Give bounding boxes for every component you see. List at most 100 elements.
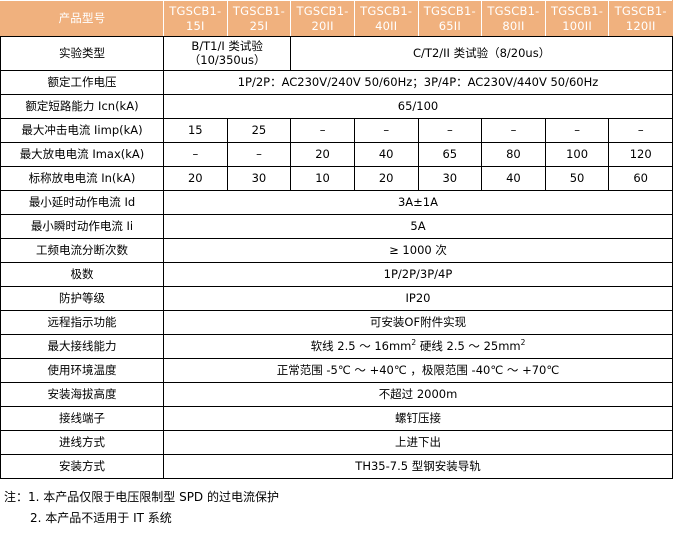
header-model-5-line2: 80II bbox=[502, 18, 525, 33]
table-row-altitude: 安装海拔高度 不超过 2000m bbox=[0, 381, 673, 407]
row-label-altitude: 安装海拔高度 bbox=[0, 381, 164, 407]
row-value-remote-indication: 可安装OF附件实现 bbox=[163, 309, 673, 335]
cell-iimp-3: – bbox=[353, 117, 419, 143]
cell-in-2: 10 bbox=[290, 165, 355, 191]
row-value-id: 3A±1A bbox=[163, 189, 673, 215]
header-model-4-line1: TGSCB1- bbox=[423, 4, 476, 19]
row-label-id: 最小延时动作电流 Id bbox=[0, 189, 164, 215]
cell-in-7: 60 bbox=[608, 165, 673, 191]
cell-iimp-6: – bbox=[544, 117, 610, 143]
row-value-breaking-cycles: ≥ 1000 次 bbox=[163, 237, 673, 263]
table-row-terminal: 接线端子 螺钉压接 bbox=[0, 405, 673, 431]
header-model-6: TGSCB1- 100II bbox=[544, 0, 610, 37]
table-row-rated-voltage: 额定工作电压 1P/2P：AC230V/240V 50/60Hz；3P/4P：A… bbox=[0, 69, 673, 95]
header-model-2-line2: 20II bbox=[311, 18, 334, 33]
row-label-rated-voltage: 额定工作电压 bbox=[0, 69, 164, 95]
header-model-6-line1: TGSCB1- bbox=[551, 4, 604, 19]
row-label-remote-indication: 远程指示功能 bbox=[0, 309, 164, 335]
product-specification-table: 产品型号 TGSCB1- 15I TGSCB1- 25I TGSCB1- 20I… bbox=[0, 0, 673, 479]
row-value-terminal: 螺钉压接 bbox=[163, 405, 673, 431]
row-label-ii: 最小瞬时动作电流 Ii bbox=[0, 213, 164, 239]
cell-iimp-4: – bbox=[417, 117, 483, 143]
table-row-protection-grade: 防护等级 IP20 bbox=[0, 285, 673, 311]
row-label-incoming-line: 进线方式 bbox=[0, 429, 164, 455]
row-label-ambient-temperature: 使用环境温度 bbox=[0, 357, 164, 383]
cell-iimp-7: – bbox=[608, 117, 673, 143]
header-model-0-line2: 15I bbox=[186, 18, 205, 33]
row-value-ii: 5A bbox=[163, 213, 673, 239]
row-value-short-circuit: 65/100 bbox=[163, 93, 673, 119]
cell-iimp-5: – bbox=[481, 117, 546, 143]
row-label-short-circuit: 额定短路能力 Icn(kA) bbox=[0, 93, 164, 119]
wiring-capacity-hard-sup: 2 bbox=[520, 338, 526, 348]
footnote-line-1: 注：1. 本产品仅限于电压限制型 SPD 的过电流保护 bbox=[4, 489, 279, 504]
header-model-2: TGSCB1- 20II bbox=[290, 0, 355, 37]
cell-imax-1: – bbox=[226, 141, 292, 167]
row-label-imax: 最大放电电流 Imax(kA) bbox=[0, 141, 164, 167]
table-row-in: 标称放电电流 In(kA) 20 30 10 20 30 40 50 60 bbox=[0, 165, 673, 191]
cell-in-4: 30 bbox=[417, 165, 483, 191]
row-value-incoming-line: 上进下出 bbox=[163, 429, 673, 455]
header-model-1: TGSCB1- 25I bbox=[226, 0, 292, 37]
table-row-iimp: 最大冲击电流 Iimp(kA) 15 25 – – – – – – bbox=[0, 117, 673, 143]
row-value-test-type-class2: C/T2/II 类试验（8/20us） bbox=[290, 36, 673, 71]
table-header-row: 产品型号 TGSCB1- 15I TGSCB1- 25I TGSCB1- 20I… bbox=[0, 0, 673, 37]
row-label-mounting: 安装方式 bbox=[0, 453, 164, 479]
header-model-5-line1: TGSCB1- bbox=[487, 4, 540, 19]
header-model-1-line2: 25I bbox=[249, 18, 269, 33]
row-value-wiring-capacity: 软线 2.5 ～ 16mm2 硬线 2.5 ～ 25mm2 bbox=[163, 333, 673, 359]
header-model-3-line2: 40II bbox=[375, 18, 398, 33]
table-row-poles: 极数 1P/2P/3P/4P bbox=[0, 261, 673, 287]
cell-imax-4: 65 bbox=[417, 141, 483, 167]
cell-imax-3: 40 bbox=[353, 141, 419, 167]
header-model-3: TGSCB1- 40II bbox=[353, 0, 419, 37]
table-row-ambient-temperature: 使用环境温度 正常范围 -5℃ ～ +40℃ ，极限范围 -40℃ ～ +70℃ bbox=[0, 357, 673, 383]
table-row-wiring-capacity: 最大接线能力 软线 2.5 ～ 16mm2 硬线 2.5 ～ 25mm2 bbox=[0, 333, 673, 359]
table-row-test-type: 实验类型 B/T1/I 类试验 （10/350us） C/T2/II 类试验（8… bbox=[0, 36, 673, 71]
header-model-0-line1: TGSCB1- bbox=[169, 4, 222, 19]
row-value-test-type-class1: B/T1/I 类试验 （10/350us） bbox=[162, 36, 292, 71]
row-label-in: 标称放电电流 In(kA) bbox=[0, 165, 164, 191]
footnote-line-2: 2. 本产品不适用于 IT 系统 bbox=[30, 510, 172, 525]
footnotes: 注：1. 本产品仅限于电压限制型 SPD 的过电流保护 2. 本产品不适用于 I… bbox=[4, 487, 673, 529]
table-row-imax: 最大放电电流 Imax(kA) – – 20 40 65 80 100 120 bbox=[0, 141, 673, 167]
row-label-test-type: 实验类型 bbox=[0, 36, 164, 71]
test-type-class1-line1: B/T1/I 类试验 bbox=[191, 39, 263, 53]
row-label-terminal: 接线端子 bbox=[0, 405, 164, 431]
row-label-iimp: 最大冲击电流 Iimp(kA) bbox=[0, 117, 164, 143]
row-label-protection-grade: 防护等级 bbox=[0, 285, 164, 311]
cell-imax-6: 100 bbox=[544, 141, 610, 167]
header-model-2-line1: TGSCB1- bbox=[296, 4, 349, 19]
row-label-breaking-cycles: 工频电流分断次数 bbox=[0, 237, 164, 263]
cell-imax-2: 20 bbox=[290, 141, 355, 167]
table-row-mounting: 安装方式 TH35-7.5 型钢安装导轨 bbox=[0, 453, 673, 479]
cell-imax-0: – bbox=[163, 141, 228, 167]
header-product-model-label: 产品型号 bbox=[0, 0, 164, 37]
header-model-7-line1: TGSCB1- bbox=[614, 4, 667, 19]
row-value-protection-grade: IP20 bbox=[163, 285, 673, 311]
header-model-4-line2: 65II bbox=[438, 18, 461, 33]
cell-in-5: 40 bbox=[481, 165, 546, 191]
cell-iimp-0: 15 bbox=[163, 117, 228, 143]
row-label-poles: 极数 bbox=[0, 261, 164, 287]
cell-in-1: 30 bbox=[226, 165, 292, 191]
table-row-short-circuit: 额定短路能力 Icn(kA) 65/100 bbox=[0, 93, 673, 119]
header-model-5: TGSCB1- 80II bbox=[481, 0, 546, 37]
table-row-breaking-cycles: 工频电流分断次数 ≥ 1000 次 bbox=[0, 237, 673, 263]
wiring-capacity-soft: 软线 2.5 ～ 16mm bbox=[310, 339, 412, 354]
row-value-poles: 1P/2P/3P/4P bbox=[163, 261, 673, 287]
header-model-3-line1: TGSCB1- bbox=[360, 4, 413, 19]
table-row-ii: 最小瞬时动作电流 Ii 5A bbox=[0, 213, 673, 239]
row-value-ambient-temperature: 正常范围 -5℃ ～ +40℃ ，极限范围 -40℃ ～ +70℃ bbox=[163, 357, 673, 383]
test-type-class1-line2: （10/350us） bbox=[188, 53, 266, 68]
cell-in-6: 50 bbox=[544, 165, 610, 191]
cell-in-0: 20 bbox=[163, 165, 228, 191]
table-row-id: 最小延时动作电流 Id 3A±1A bbox=[0, 189, 673, 215]
cell-iimp-1: 25 bbox=[226, 117, 292, 143]
header-model-7-line2: 120II bbox=[625, 18, 656, 33]
header-model-0: TGSCB1- 15I bbox=[163, 0, 228, 37]
header-model-1-line1: TGSCB1- bbox=[232, 4, 285, 19]
cell-imax-5: 80 bbox=[481, 141, 546, 167]
cell-iimp-2: – bbox=[290, 117, 355, 143]
table-row-remote-indication: 远程指示功能 可安装OF附件实现 bbox=[0, 309, 673, 335]
